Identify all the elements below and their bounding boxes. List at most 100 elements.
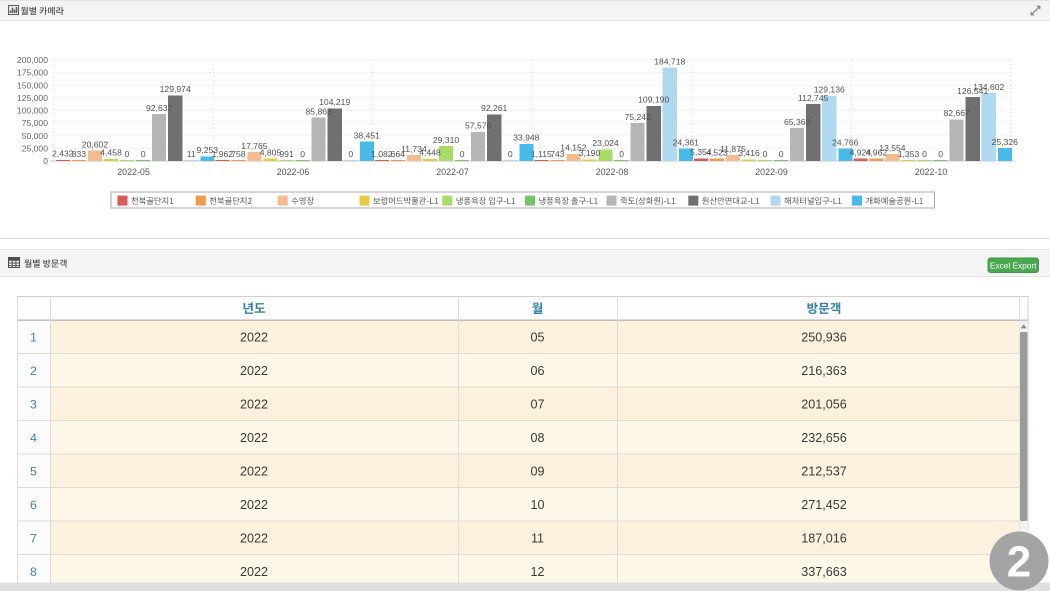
svg-text:65,360: 65,360 — [784, 117, 811, 127]
svg-text:250,936: 250,936 — [801, 331, 847, 345]
svg-text:4,458: 4,458 — [100, 148, 122, 158]
svg-text:0: 0 — [779, 149, 784, 159]
svg-text:50,000: 50,000 — [22, 131, 49, 141]
svg-text:0: 0 — [460, 149, 465, 159]
svg-text:104,219: 104,219 — [319, 97, 350, 107]
svg-text:1,082: 1,082 — [371, 149, 393, 159]
svg-text:07: 07 — [530, 398, 544, 412]
svg-text:11: 11 — [187, 149, 196, 159]
svg-text:664: 664 — [391, 149, 406, 159]
svg-text:337,663: 337,663 — [801, 565, 847, 579]
svg-text:25,000: 25,000 — [22, 143, 49, 153]
svg-text:1,353: 1,353 — [898, 149, 920, 159]
svg-text:2022: 2022 — [240, 331, 268, 345]
svg-text:33,948: 33,948 — [513, 133, 540, 143]
svg-text:4,523: 4,523 — [706, 148, 728, 158]
svg-text:2022: 2022 — [240, 398, 268, 412]
svg-text:5,354: 5,354 — [690, 147, 712, 157]
svg-text:13,554: 13,554 — [879, 143, 906, 153]
svg-text:212,537: 212,537 — [801, 465, 847, 479]
svg-text:17,765: 17,765 — [241, 141, 268, 151]
svg-text:0: 0 — [938, 149, 943, 159]
svg-text:1: 1 — [30, 331, 37, 345]
svg-text:38,451: 38,451 — [354, 130, 381, 140]
svg-text:8: 8 — [30, 565, 37, 579]
svg-text:0: 0 — [763, 149, 768, 159]
svg-text:12: 12 — [530, 565, 544, 579]
svg-text:23,024: 23,024 — [592, 138, 619, 148]
svg-text:216,363: 216,363 — [801, 364, 847, 378]
svg-text:08: 08 — [530, 431, 544, 445]
svg-text:112,745: 112,745 — [798, 93, 829, 103]
svg-text:134,602: 134,602 — [973, 82, 1004, 92]
svg-text:2022: 2022 — [240, 465, 268, 479]
svg-text:125,000: 125,000 — [17, 93, 48, 103]
svg-text:75,242: 75,242 — [625, 112, 652, 122]
svg-text:Excel Export: Excel Export — [990, 260, 1037, 270]
svg-text:4: 4 — [30, 431, 37, 445]
svg-text:20,602: 20,602 — [82, 139, 109, 149]
svg-text:991: 991 — [279, 149, 294, 159]
svg-text:126,541: 126,541 — [957, 86, 988, 96]
svg-text:11,734: 11,734 — [401, 144, 427, 154]
svg-text:1,962: 1,962 — [212, 149, 234, 159]
svg-text:9,253: 9,253 — [197, 145, 219, 155]
svg-text:100,000: 100,000 — [17, 106, 48, 116]
svg-text:4,962: 4,962 — [866, 147, 888, 157]
svg-text:92,637: 92,637 — [146, 103, 173, 113]
svg-text:2022: 2022 — [240, 532, 268, 546]
svg-text:5: 5 — [30, 465, 37, 479]
svg-text:184,718: 184,718 — [654, 57, 685, 67]
svg-text:25,326: 25,326 — [992, 137, 1019, 147]
svg-text:75,000: 75,000 — [22, 118, 49, 128]
svg-text:4,805: 4,805 — [260, 147, 282, 157]
svg-text:6: 6 — [30, 498, 37, 512]
svg-text:2022-07: 2022-07 — [436, 167, 469, 177]
svg-text:3,416: 3,416 — [738, 148, 760, 158]
svg-text:92,261: 92,261 — [481, 103, 508, 113]
svg-text:57,576: 57,576 — [465, 121, 492, 131]
svg-text:2: 2 — [30, 364, 37, 378]
svg-text:82,667: 82,667 — [944, 108, 971, 118]
svg-text:129,974: 129,974 — [160, 84, 191, 94]
svg-text:0: 0 — [348, 149, 353, 159]
svg-text:187,016: 187,016 — [801, 532, 847, 546]
svg-text:29,310: 29,310 — [433, 135, 460, 145]
svg-text:0: 0 — [619, 149, 624, 159]
svg-text:4,924: 4,924 — [850, 147, 872, 157]
svg-text:129,136: 129,136 — [814, 85, 845, 95]
svg-text:05: 05 — [530, 331, 544, 345]
svg-text:2022-05: 2022-05 — [117, 167, 150, 177]
svg-text:7: 7 — [30, 532, 37, 546]
svg-text:3: 3 — [30, 398, 37, 412]
svg-text:11,875: 11,875 — [720, 144, 746, 154]
svg-text:4,448: 4,448 — [419, 148, 441, 158]
svg-text:271,452: 271,452 — [801, 498, 847, 512]
svg-text:1,115: 1,115 — [531, 149, 552, 159]
svg-text:109,190: 109,190 — [638, 95, 669, 105]
svg-text:150,000: 150,000 — [17, 80, 48, 90]
svg-text:0: 0 — [43, 156, 48, 166]
svg-text:06: 06 — [530, 364, 544, 378]
svg-text:2022: 2022 — [240, 431, 268, 445]
svg-text:24,766: 24,766 — [832, 137, 859, 147]
svg-text:2022-06: 2022-06 — [277, 167, 310, 177]
svg-text:85,863: 85,863 — [306, 106, 333, 116]
svg-text:200,000: 200,000 — [17, 55, 48, 65]
svg-text:09: 09 — [530, 465, 544, 479]
svg-text:0: 0 — [141, 149, 146, 159]
svg-text:3,190: 3,190 — [579, 148, 601, 158]
svg-text:2022: 2022 — [240, 498, 268, 512]
svg-text:2022-08: 2022-08 — [596, 167, 629, 177]
svg-text:10: 10 — [530, 498, 544, 512]
svg-text:2022-09: 2022-09 — [755, 167, 788, 177]
svg-text:175,000: 175,000 — [17, 68, 48, 78]
svg-text:2022: 2022 — [240, 364, 268, 378]
svg-text:201,056: 201,056 — [801, 398, 847, 412]
svg-text:2,432: 2,432 — [52, 149, 74, 159]
svg-text:0: 0 — [922, 149, 927, 159]
svg-text:11: 11 — [531, 532, 544, 546]
svg-text:743: 743 — [550, 149, 565, 159]
svg-text:833: 833 — [72, 149, 87, 159]
svg-text:0: 0 — [125, 149, 130, 159]
